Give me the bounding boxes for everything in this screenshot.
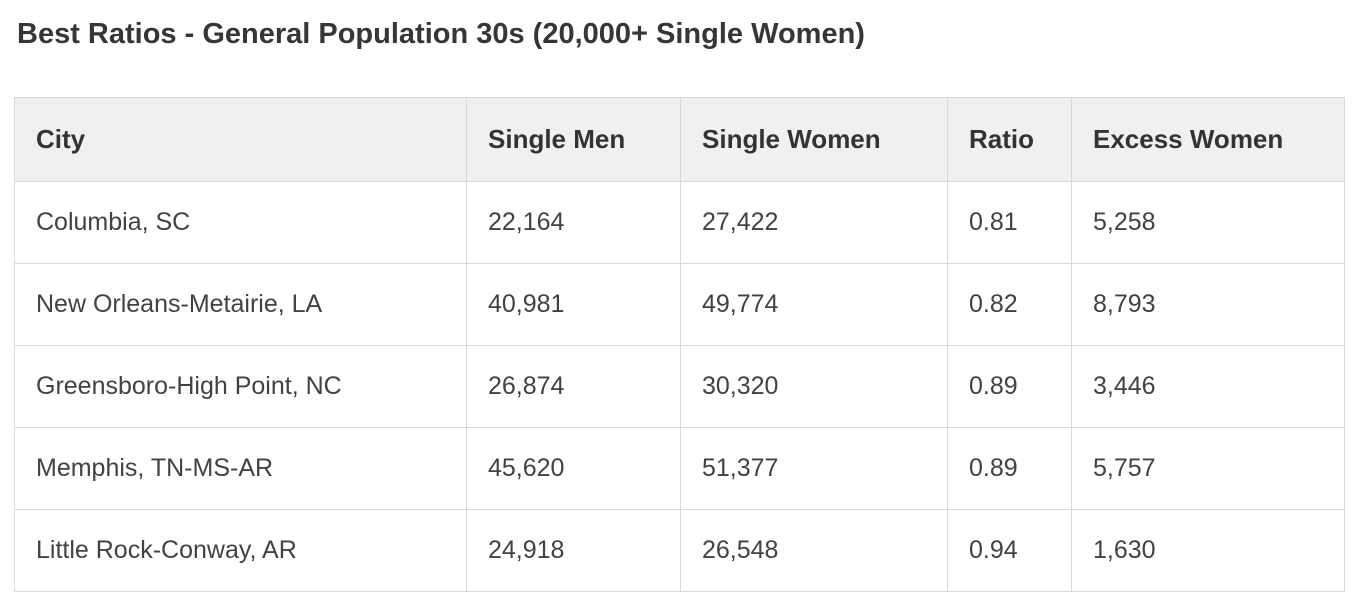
column-header: Single Men [466, 97, 681, 182]
table-header-row: City Single Men Single Women Ratio Excess Wo… [14, 97, 1345, 182]
column-header: Single Women [680, 97, 948, 182]
table-row: Greensboro-High Point, NC 26,874 30,320 0.8… [14, 345, 1345, 428]
table-cell: 3,446 [1071, 345, 1345, 428]
table-cell: 30,320 [680, 345, 948, 428]
column-header: City [14, 97, 467, 182]
table-row: Little Rock-Conway, AR 24,918 26,548 0.94 1,… [14, 509, 1345, 592]
table-cell: 40,981 [466, 263, 681, 346]
table-cell: 49,774 [680, 263, 948, 346]
page: Best Ratios - General Population 30s (20… [14, 18, 1345, 592]
table-cell: 5,258 [1071, 181, 1345, 264]
table-cell: New Orleans-Metairie, LA [14, 263, 467, 346]
table-cell: Memphis, TN-MS-AR [14, 427, 467, 510]
table-cell: 26,874 [466, 345, 681, 428]
table-cell: 1,630 [1071, 509, 1345, 592]
table-cell: 0.81 [947, 181, 1072, 264]
page-title: Best Ratios - General Population 30s (20… [17, 18, 865, 50]
table-cell: 0.89 [947, 427, 1072, 510]
table-cell: Greensboro-High Point, NC [14, 345, 467, 428]
table-cell: 0.89 [947, 345, 1072, 428]
table-cell: 27,422 [680, 181, 948, 264]
table-cell: Columbia, SC [14, 181, 467, 264]
table-row: Columbia, SC 22,164 27,422 0.81 5,258 [14, 181, 1345, 264]
table-cell: 24,918 [466, 509, 681, 592]
best-ratios-table: City Single Men Single Women Ratio Excess Wo… [14, 97, 1345, 592]
table-cell: 8,793 [1071, 263, 1345, 346]
column-header: Excess Women [1071, 97, 1345, 182]
table-cell: 22,164 [466, 181, 681, 264]
table-cell: 51,377 [680, 427, 948, 510]
column-header: Ratio [947, 97, 1072, 182]
table-cell: 45,620 [466, 427, 681, 510]
table-cell: 0.94 [947, 509, 1072, 592]
table-cell: 0.82 [947, 263, 1072, 346]
table-row: New Orleans-Metairie, LA 40,981 49,774 0.82… [14, 263, 1345, 346]
table-cell: 26,548 [680, 509, 948, 592]
table-cell: Little Rock-Conway, AR [14, 509, 467, 592]
table-cell: 5,757 [1071, 427, 1345, 510]
table-row: Memphis, TN-MS-AR 45,620 51,377 0.89 5,757 [14, 427, 1345, 510]
